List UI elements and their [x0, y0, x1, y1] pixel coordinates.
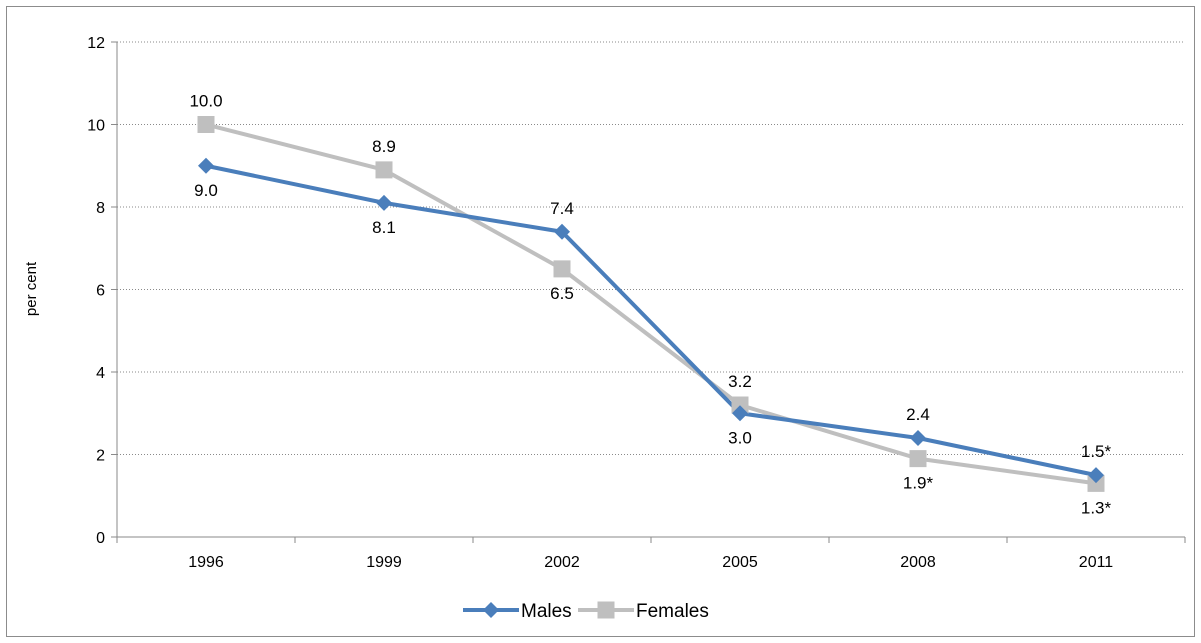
y-tick-label: 12 — [87, 35, 105, 52]
series-markers — [197, 116, 1105, 492]
data-label-males: 8.1 — [372, 218, 396, 237]
marker-females — [197, 116, 215, 133]
marker-males — [732, 405, 748, 422]
y-tick-label: 10 — [87, 118, 105, 135]
x-tick-label: 2011 — [1079, 554, 1114, 571]
x-tick-label: 1999 — [366, 554, 402, 571]
marker-females — [1087, 474, 1105, 492]
data-label-males: 1.5* — [1081, 442, 1112, 461]
legend-marker-males — [483, 602, 499, 618]
marker-males — [198, 157, 214, 174]
series-line-males — [205, 163, 1097, 478]
y-tick-labels: 0 2 4 6 8 10 12 — [87, 35, 105, 547]
series-line-females — [205, 122, 1097, 486]
marker-males — [910, 430, 926, 446]
marker-females — [731, 396, 749, 414]
legend-marker-females — [597, 601, 615, 619]
data-labels: 9.0 10.0 8.1 8.9 7.4 6.5 3.0 3.2 2.4 1.9* 1.5* 1.3* — [189, 92, 1111, 518]
data-label-females: 1.3* — [1081, 498, 1112, 517]
gridlines — [117, 41, 1185, 455]
marker-females — [375, 161, 393, 179]
series-lines — [205, 122, 1097, 486]
x-tick-label: 1996 — [188, 554, 224, 571]
data-label-females: 6.5 — [550, 284, 574, 303]
marker-females — [553, 260, 571, 278]
chart-frame — [6, 6, 1195, 637]
data-label-males: 7.4 — [550, 199, 574, 218]
legend-label-males: Males — [521, 601, 572, 622]
y-tick-label: 6 — [96, 283, 105, 300]
marker-males — [554, 223, 570, 240]
marker-males — [1088, 467, 1104, 484]
legend-label-females: Females — [636, 601, 709, 622]
legend: Males Females — [463, 601, 709, 622]
data-label-females: 10.0 — [189, 92, 222, 111]
y-tick-label: 4 — [96, 365, 105, 382]
data-label-females: 3.2 — [728, 372, 752, 391]
data-label-females: 1.9* — [903, 474, 934, 493]
y-axis-title: per cent — [23, 261, 40, 316]
y-tick-label: 2 — [96, 448, 105, 465]
y-tick-label: 0 — [96, 530, 105, 547]
data-label-males: 2.4 — [906, 405, 930, 424]
x-tick-label: 2008 — [900, 554, 936, 571]
x-tick-label: 2002 — [544, 554, 580, 571]
x-tick-label: 2005 — [722, 554, 758, 571]
data-label-males: 9.0 — [194, 181, 218, 200]
data-label-females: 8.9 — [372, 137, 396, 156]
data-label-males: 3.0 — [728, 428, 752, 447]
x-tick-labels: 1996 1999 2002 2005 2008 2011 — [188, 554, 1113, 571]
marker-males — [376, 194, 392, 211]
axes — [111, 41, 1186, 543]
y-tick-label: 8 — [96, 200, 105, 217]
marker-females — [909, 450, 927, 468]
